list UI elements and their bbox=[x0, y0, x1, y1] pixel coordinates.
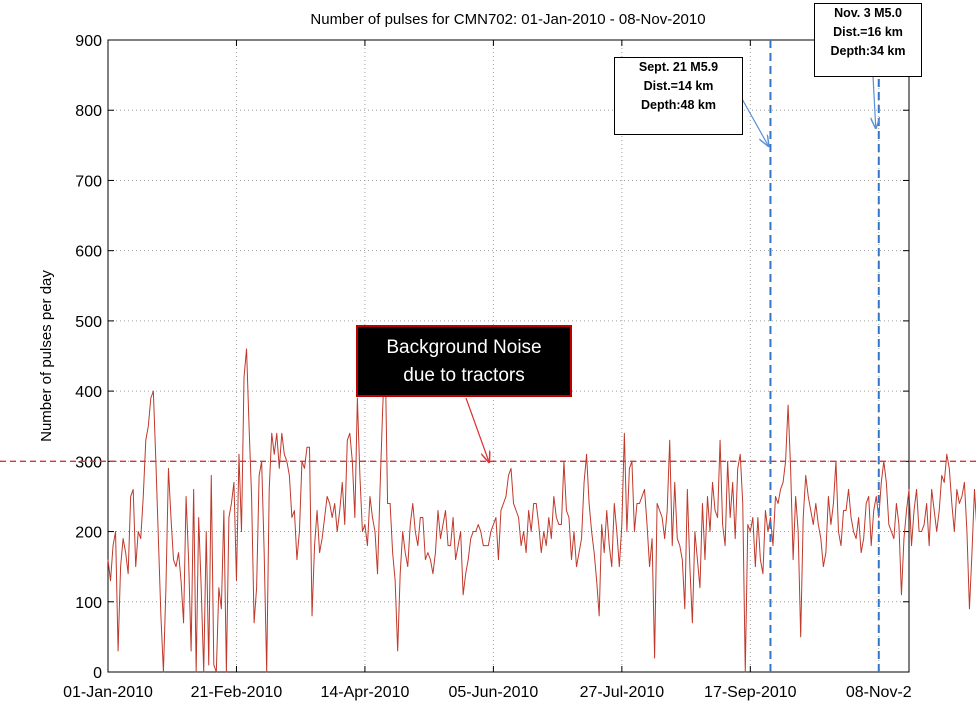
noise-arrow bbox=[465, 397, 489, 462]
event2-arrow bbox=[873, 75, 876, 128]
y-tick-label: 900 bbox=[75, 33, 102, 50]
event-annotation-sept21: Sept. 21 M5.9 Dist.=14 km Depth:48 km bbox=[614, 57, 743, 135]
noise-line1: Background Noise bbox=[386, 337, 542, 358]
noise-annotation: Background Noise due to tractors bbox=[356, 325, 572, 397]
y-tick-label: 600 bbox=[75, 244, 102, 261]
event-annotation-nov3: Nov. 3 M5.0 Dist.=16 km Depth:34 km bbox=[814, 3, 922, 77]
y-tick-label: 400 bbox=[75, 384, 102, 401]
y-tick-label: 100 bbox=[75, 595, 102, 612]
event1-line2: Dist.=14 km bbox=[643, 79, 714, 93]
x-tick-label: 05-Jun-2010 bbox=[448, 684, 538, 701]
x-tick-label: 14-Apr-2010 bbox=[320, 684, 409, 701]
y-tick-label: 200 bbox=[75, 525, 102, 542]
event1-line3: Depth:48 km bbox=[640, 98, 717, 112]
y-tick-label: 300 bbox=[75, 454, 102, 471]
x-tick-label: 17-Sep-2010 bbox=[704, 684, 797, 701]
event1-arrow bbox=[740, 96, 768, 146]
x-tick-label: 21-Feb-2010 bbox=[191, 684, 283, 701]
axis-ticks: 0 100 200 300 400 500 600 700 800 900 01-Jan-2010 2… bbox=[63, 33, 912, 701]
series-layer bbox=[107, 348, 976, 673]
event2-line2: Dist.=16 km bbox=[833, 25, 903, 39]
y-tick-label: 800 bbox=[75, 103, 102, 120]
series-line bbox=[107, 348, 976, 673]
x-tick-label: 08-Nov-2 bbox=[846, 684, 912, 701]
y-axis-label: Number of pulses per day bbox=[38, 270, 55, 442]
event1-line1: Sept. 21 M5.9 bbox=[638, 60, 719, 74]
x-tick-label: 27-Jul-2010 bbox=[580, 684, 665, 701]
chart-title: Number of pulses for CMN702: 01-Jan-2010… bbox=[310, 11, 705, 28]
noise-line2: due to tractors bbox=[403, 365, 525, 386]
event2-line1: Nov. 3 M5.0 bbox=[834, 6, 902, 20]
y-tick-label: 500 bbox=[75, 314, 102, 331]
event2-line3: Depth:34 km bbox=[830, 44, 906, 58]
overlay bbox=[0, 40, 976, 672]
y-tick-label: 0 bbox=[93, 665, 102, 682]
y-tick-label: 700 bbox=[75, 173, 102, 190]
plot-frame bbox=[107, 39, 910, 673]
x-tick-label: 01-Jan-2010 bbox=[63, 684, 153, 701]
